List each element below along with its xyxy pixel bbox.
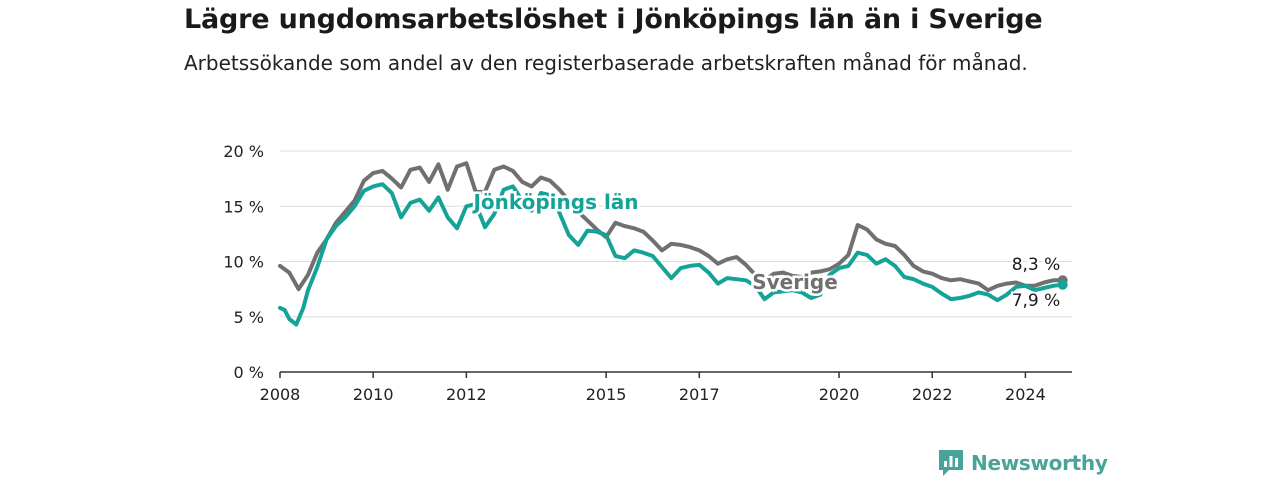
y-axis-ticks: 0 % 5 % 10 % 15 % 20 % bbox=[223, 142, 264, 382]
newsworthy-logo-icon bbox=[939, 450, 963, 476]
x-tick-label: 2024 bbox=[1005, 385, 1046, 404]
y-tick-label: 0 % bbox=[234, 363, 264, 382]
chart-title: Lägre ungdomsarbetslöshet i Jönköpings l… bbox=[184, 4, 1043, 35]
x-tick-label: 2015 bbox=[586, 385, 627, 404]
x-tick-label: 2022 bbox=[912, 385, 953, 404]
x-tick-label: 2017 bbox=[679, 385, 720, 404]
newsworthy-logo: Newsworthy bbox=[937, 448, 1108, 478]
series-name-label-jonkoping: Jönköpings län bbox=[471, 190, 638, 214]
end-value-label-jonkoping: 7,9 % bbox=[1012, 291, 1061, 311]
end-point-jonkoping bbox=[1057, 279, 1068, 290]
x-tick-label: 2020 bbox=[819, 385, 860, 404]
series-name-label-sverige: Sverige bbox=[752, 270, 838, 294]
brand-name: Newsworthy bbox=[971, 451, 1108, 475]
y-tick-label: 20 % bbox=[223, 142, 264, 161]
grid-lines bbox=[280, 150, 1072, 318]
y-tick-label: 5 % bbox=[234, 308, 264, 327]
y-tick-label: 15 % bbox=[223, 197, 264, 216]
x-tick-label: 2010 bbox=[353, 385, 394, 404]
end-value-label-sverige: 8,3 % bbox=[1012, 255, 1061, 275]
x-tick-label: 2008 bbox=[260, 385, 301, 404]
x-axis: 2008 2010 2012 2015 2017 2020 2022 2024 bbox=[260, 371, 1072, 404]
series-lines bbox=[278, 161, 1068, 327]
x-tick-label: 2012 bbox=[446, 385, 487, 404]
chart-subtitle: Arbetssökande som andel av den registerb… bbox=[184, 51, 1028, 75]
series-labels: 8,3 % Sverige 7,9 % Jönköpings län bbox=[469, 188, 1062, 314]
series-line-sverige bbox=[278, 161, 1065, 293]
y-tick-label: 10 % bbox=[223, 253, 264, 272]
series-line-jonkoping bbox=[278, 182, 1065, 327]
